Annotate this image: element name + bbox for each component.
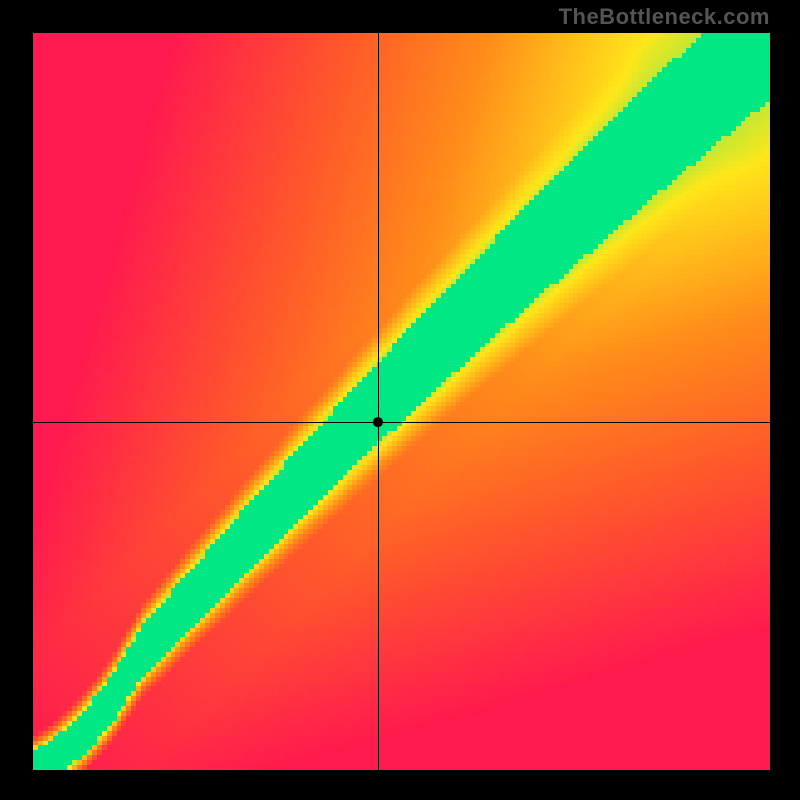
bottleneck-heatmap [0,0,800,800]
chart-container: TheBottleneck.com [0,0,800,800]
watermark-text: TheBottleneck.com [559,4,770,30]
